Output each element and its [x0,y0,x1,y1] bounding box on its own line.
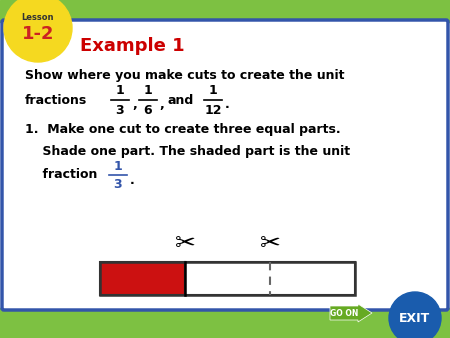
Text: Example 1: Example 1 [80,37,184,55]
Text: ✂: ✂ [260,232,280,256]
Text: 12: 12 [204,103,222,117]
Text: 1: 1 [116,84,124,97]
Text: and: and [168,94,194,106]
Text: .: . [130,173,135,187]
Text: fractions: fractions [25,94,87,106]
Circle shape [389,292,441,338]
Bar [0,0,450,22]
Bar [100,262,185,295]
Text: 3: 3 [114,178,122,192]
Text: 1: 1 [209,84,217,97]
Text: Show where you make cuts to create the unit: Show where you make cuts to create the u… [25,69,345,81]
Bar [0,308,450,338]
Text: .: . [225,98,230,112]
FancyBboxPatch shape [2,20,448,310]
Text: 3: 3 [116,103,124,117]
Text: GO ON: GO ON [330,309,358,317]
Text: Shade one part. The shaded part is the unit: Shade one part. The shaded part is the u… [25,145,350,159]
Text: ,: , [159,98,164,112]
Text: 1: 1 [113,160,122,172]
Text: ,: , [132,98,137,112]
Bar [185,262,355,295]
Text: fraction: fraction [25,169,97,182]
Text: 6: 6 [144,103,152,117]
Text: ✂: ✂ [175,232,195,256]
Text: Lesson: Lesson [22,14,54,23]
Circle shape [4,0,72,62]
FancyArrow shape [330,304,372,322]
Text: 1-2: 1-2 [22,25,54,43]
Text: 1.  Make one cut to create three equal parts.: 1. Make one cut to create three equal pa… [25,123,341,137]
Text: EXIT: EXIT [400,312,431,324]
Bar [100,262,355,295]
Text: 1: 1 [144,84,153,97]
